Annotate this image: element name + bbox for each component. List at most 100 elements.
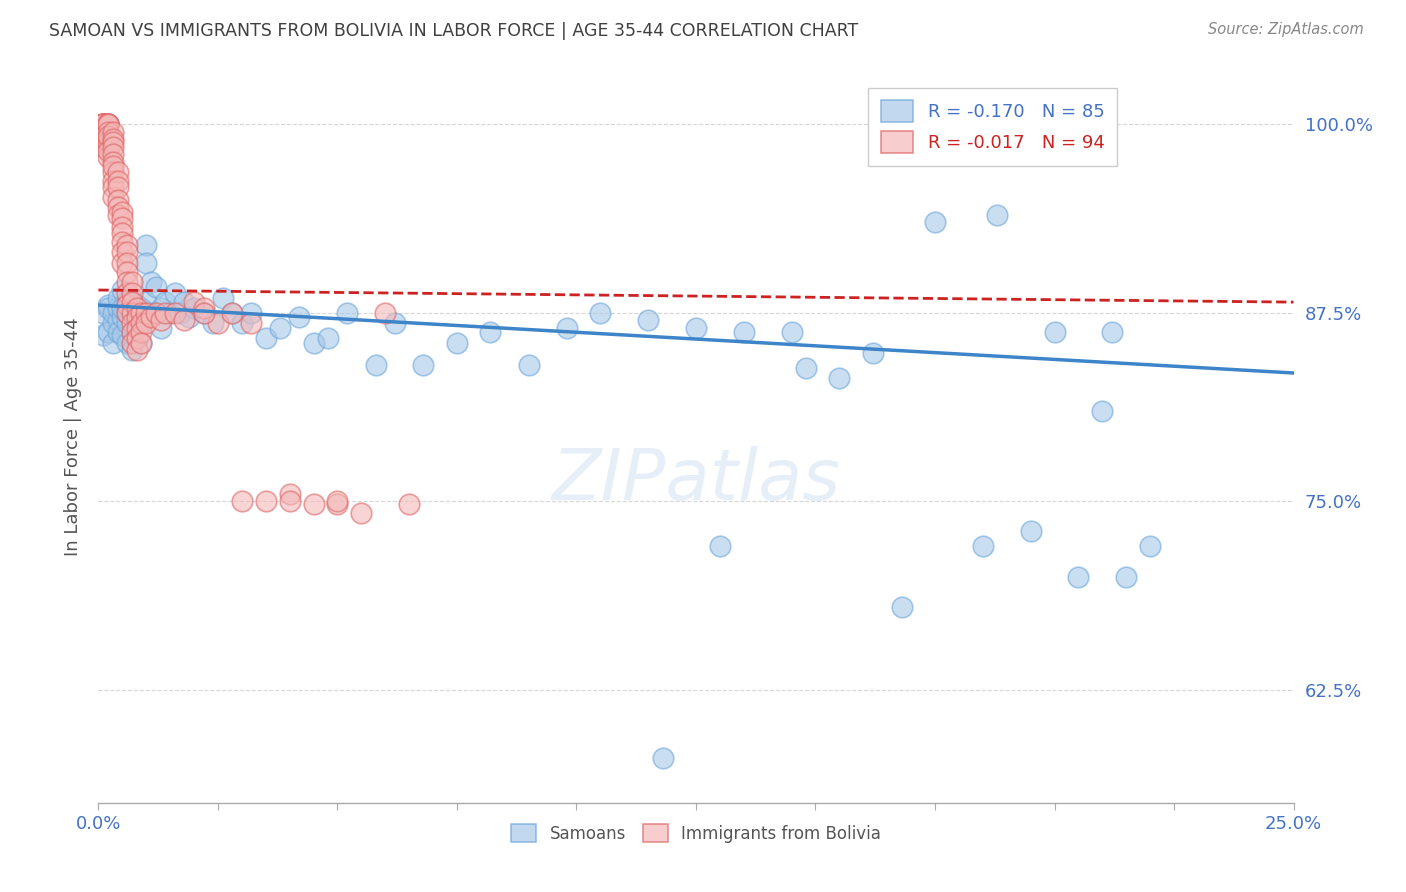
Point [125, 310, 148, 325]
Point [115, 237, 138, 252]
Point [1115, 569, 1137, 583]
Point [91, 117, 114, 131]
Point [139, 276, 162, 290]
Point [794, 361, 817, 376]
Point [121, 286, 143, 301]
Point [1067, 569, 1090, 583]
Point [211, 291, 233, 305]
Point [637, 313, 659, 327]
Text: Source: ZipAtlas.com: Source: ZipAtlas.com [1208, 22, 1364, 37]
Point [125, 331, 148, 345]
Point [125, 298, 148, 312]
Y-axis label: In Labor Force | Age 35-44: In Labor Force | Age 35-44 [63, 318, 82, 557]
Point [169, 306, 191, 320]
Point [97, 117, 120, 131]
Point [107, 180, 129, 194]
Point [221, 306, 243, 320]
Point [254, 331, 277, 345]
Point [97, 117, 120, 131]
Point [115, 298, 138, 312]
Point [101, 165, 124, 179]
Point [107, 325, 129, 339]
Point [97, 140, 120, 154]
Point [125, 343, 148, 358]
Point [97, 150, 120, 164]
Point [135, 237, 157, 252]
Point [97, 135, 120, 149]
Point [1043, 325, 1066, 339]
Point [121, 325, 143, 339]
Text: ZIPatlas: ZIPatlas [551, 447, 841, 516]
Point [384, 316, 406, 330]
Point [115, 306, 138, 320]
Point [139, 306, 162, 320]
Point [350, 506, 373, 520]
Point [163, 306, 186, 320]
Point [91, 132, 114, 146]
Point [121, 291, 143, 305]
Point [155, 295, 177, 310]
Point [115, 265, 138, 279]
Point [288, 310, 311, 325]
Legend: Samoans, Immigrants from Bolivia: Samoans, Immigrants from Bolivia [505, 817, 887, 849]
Point [135, 295, 157, 310]
Point [131, 301, 153, 315]
Point [269, 320, 291, 334]
Point [555, 320, 578, 334]
Point [97, 125, 120, 139]
Point [326, 494, 349, 508]
Point [115, 245, 138, 260]
Point [111, 328, 134, 343]
Point [733, 325, 755, 339]
Point [685, 320, 707, 334]
Point [131, 316, 153, 330]
Point [240, 306, 263, 320]
Point [125, 313, 148, 327]
Point [828, 370, 851, 384]
Point [1101, 325, 1123, 339]
Point [115, 335, 138, 350]
Point [101, 335, 124, 350]
Point [179, 310, 201, 325]
Point [890, 599, 912, 614]
Point [91, 129, 114, 144]
Point [479, 325, 502, 339]
Point [97, 129, 120, 144]
Point [97, 117, 120, 131]
Point [111, 245, 134, 260]
Point [159, 306, 181, 320]
Point [101, 306, 124, 320]
Point [97, 117, 120, 131]
Point [97, 325, 120, 339]
Point [254, 494, 277, 508]
Point [517, 359, 540, 373]
Point [336, 306, 359, 320]
Point [97, 301, 120, 315]
Point [91, 117, 114, 131]
Point [101, 135, 124, 149]
Point [183, 301, 205, 315]
Point [91, 328, 114, 343]
Point [193, 301, 215, 315]
Point [651, 750, 673, 764]
Point [91, 117, 114, 131]
Point [924, 215, 946, 229]
Point [101, 140, 124, 154]
Point [364, 359, 387, 373]
Point [125, 301, 148, 315]
Point [326, 497, 349, 511]
Point [97, 117, 120, 131]
Point [398, 497, 420, 511]
Point [278, 494, 301, 508]
Point [111, 256, 134, 270]
Point [231, 494, 253, 508]
Point [107, 301, 129, 315]
Point [111, 204, 134, 219]
Point [986, 208, 1008, 222]
Point [207, 316, 229, 330]
Point [97, 298, 120, 312]
Point [278, 486, 301, 500]
Point [111, 226, 134, 240]
Point [173, 313, 195, 327]
Point [111, 235, 134, 249]
